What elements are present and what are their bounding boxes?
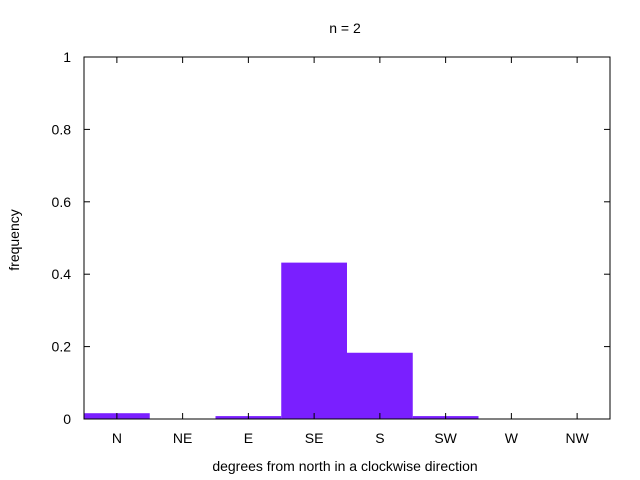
- x-tick-label: SE: [305, 430, 324, 446]
- x-tick-label: W: [505, 430, 519, 446]
- y-tick-label: 0.2: [52, 339, 72, 355]
- y-tick-label: 0: [63, 411, 71, 427]
- x-tick-label: NW: [565, 430, 589, 446]
- y-tick-label: 0.6: [52, 194, 72, 210]
- y-axis-label: frequency: [6, 209, 22, 270]
- x-axis-label: degrees from north in a clockwise direct…: [212, 458, 477, 474]
- y-tick-label: 0.8: [52, 121, 72, 137]
- y-tick-label: 0.4: [52, 266, 72, 282]
- y-tick-label: 1: [63, 49, 71, 65]
- x-tick-label: S: [375, 430, 384, 446]
- x-tick-label: E: [244, 430, 253, 446]
- x-tick-label: N: [112, 430, 122, 446]
- bars-group: [84, 262, 479, 419]
- x-tick-label: SW: [434, 430, 457, 446]
- bar-s: [347, 352, 413, 419]
- x-axis: N NE E SE S SW W NW: [112, 57, 590, 446]
- x-tick-label: NE: [173, 430, 192, 446]
- chart-title: n = 2: [329, 20, 361, 36]
- plot-frame: [83, 56, 611, 420]
- bar-se: [281, 262, 347, 419]
- y-axis: 0 0.2 0.4 0.6 0.8 1: [52, 49, 610, 427]
